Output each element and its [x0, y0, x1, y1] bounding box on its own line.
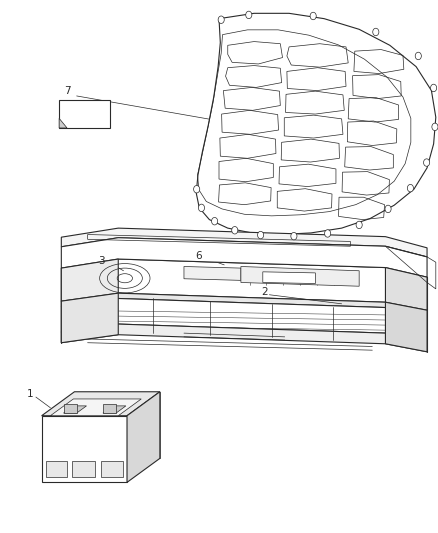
Polygon shape: [103, 406, 126, 413]
Circle shape: [373, 28, 379, 36]
Circle shape: [385, 205, 391, 213]
Polygon shape: [241, 266, 359, 286]
Circle shape: [415, 52, 421, 60]
Polygon shape: [42, 416, 127, 482]
Polygon shape: [61, 293, 427, 316]
Text: 2: 2: [261, 287, 268, 297]
Text: 3: 3: [98, 256, 105, 265]
Polygon shape: [59, 118, 67, 128]
Polygon shape: [72, 461, 95, 477]
Polygon shape: [50, 399, 141, 416]
Text: 6: 6: [195, 252, 202, 261]
Polygon shape: [184, 266, 241, 280]
Polygon shape: [61, 238, 427, 277]
Polygon shape: [385, 268, 427, 310]
Circle shape: [198, 204, 205, 212]
Polygon shape: [103, 404, 116, 413]
Text: 7: 7: [64, 86, 71, 95]
Circle shape: [291, 232, 297, 240]
Circle shape: [432, 123, 438, 131]
Circle shape: [232, 227, 238, 234]
Polygon shape: [61, 228, 427, 257]
Circle shape: [246, 11, 252, 19]
Polygon shape: [42, 392, 160, 416]
Circle shape: [194, 185, 200, 193]
Polygon shape: [61, 324, 427, 352]
Polygon shape: [61, 293, 118, 343]
Polygon shape: [59, 100, 110, 128]
Polygon shape: [46, 461, 67, 477]
Circle shape: [325, 230, 331, 237]
Polygon shape: [385, 302, 427, 352]
Polygon shape: [101, 461, 123, 477]
Polygon shape: [61, 298, 427, 341]
Polygon shape: [127, 392, 160, 482]
Circle shape: [356, 221, 362, 229]
Polygon shape: [64, 406, 87, 413]
Circle shape: [310, 12, 316, 20]
Polygon shape: [61, 259, 427, 310]
Polygon shape: [263, 272, 315, 284]
Circle shape: [212, 217, 218, 225]
Polygon shape: [196, 13, 436, 235]
Circle shape: [407, 184, 413, 192]
Circle shape: [431, 84, 437, 92]
Polygon shape: [64, 404, 77, 413]
Circle shape: [424, 159, 430, 166]
Circle shape: [218, 16, 224, 23]
Polygon shape: [74, 392, 160, 458]
Polygon shape: [61, 259, 118, 301]
Circle shape: [258, 231, 264, 239]
Text: 1: 1: [26, 390, 33, 399]
